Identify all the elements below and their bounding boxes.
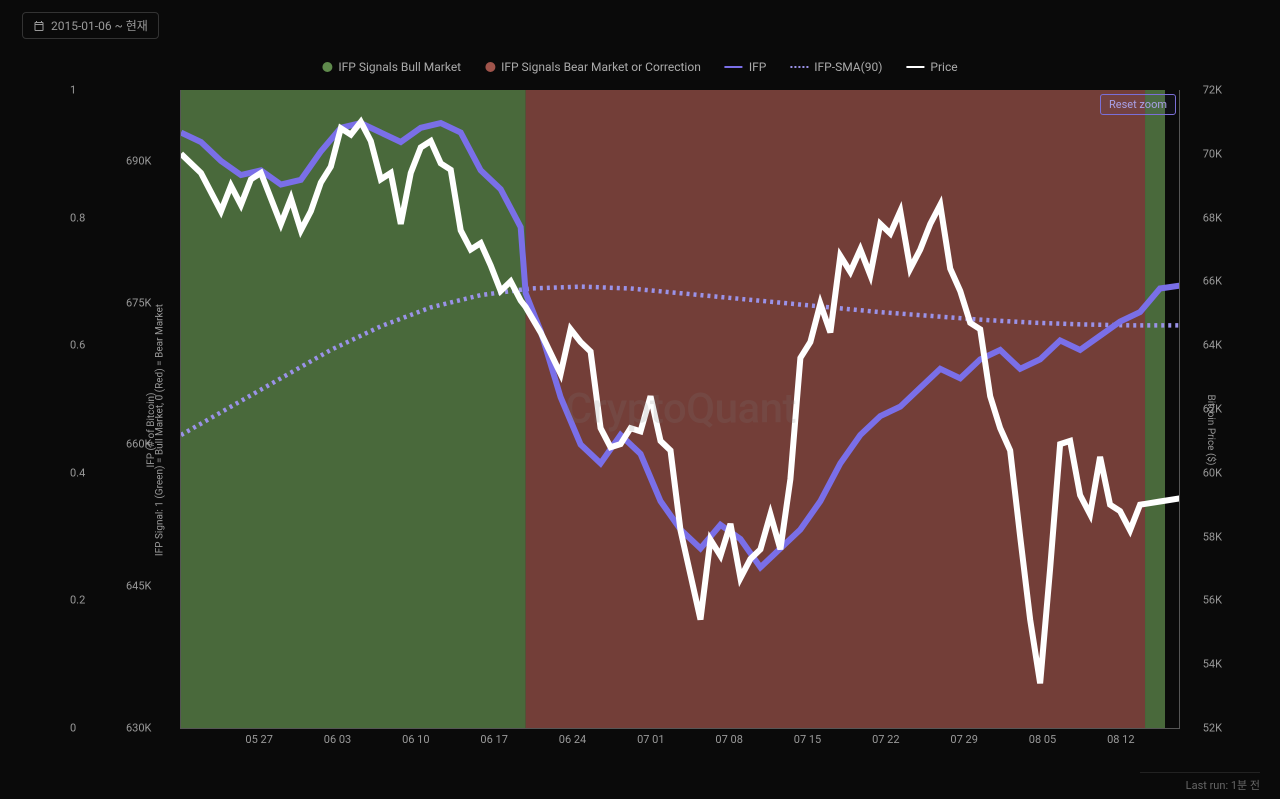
chart-legend: IFP Signals Bull Market IFP Signals Bear… [322, 60, 957, 74]
legend-bull-label: IFP Signals Bull Market [338, 60, 461, 74]
reset-zoom-button[interactable]: Reset zoom [1100, 94, 1176, 115]
legend-ifp-label: IFP [749, 60, 766, 74]
y-signal-ticks: 00.20.40.60.81 [70, 90, 100, 729]
y-price-ticks: 52K54K56K58K60K62K64K66K68K70K72K [1182, 90, 1222, 729]
legend-ifp[interactable]: IFP [725, 60, 766, 74]
chart-area: IFP Signal: 1 (Green) = Bull Market, 0 (… [30, 90, 1250, 769]
date-range-label: 2015-01-06 ~ 현재 [51, 17, 148, 34]
last-run-label: Last run: 1분 전 [1140, 772, 1260, 793]
chart-plot[interactable]: CryptoQuant Reset zoom [180, 90, 1180, 729]
date-range-picker[interactable]: 2015-01-06 ~ 현재 [22, 12, 159, 39]
bull-dot-icon [322, 62, 332, 72]
bear-dot-icon [485, 62, 495, 72]
legend-sma-label: IFP-SMA(90) [814, 60, 882, 74]
legend-price[interactable]: Price [906, 60, 957, 74]
calendar-icon [33, 20, 45, 32]
legend-price-label: Price [930, 60, 957, 74]
legend-bull[interactable]: IFP Signals Bull Market [322, 60, 461, 74]
right-axis-line [1179, 90, 1180, 728]
chart-svg [181, 90, 1180, 728]
y-ifp-ticks: 630K645K660K675K690K [126, 90, 176, 729]
x-ticks: 05 2706 0306 1006 1706 2407 0107 0807 15… [180, 733, 1180, 749]
legend-sma[interactable]: IFP-SMA(90) [790, 60, 882, 74]
legend-bear-label: IFP Signals Bear Market or Correction [501, 60, 701, 74]
price-line-icon [906, 66, 924, 68]
sma-dash-icon [790, 66, 808, 68]
ifp-line-icon [725, 66, 743, 68]
legend-bear[interactable]: IFP Signals Bear Market or Correction [485, 60, 701, 74]
